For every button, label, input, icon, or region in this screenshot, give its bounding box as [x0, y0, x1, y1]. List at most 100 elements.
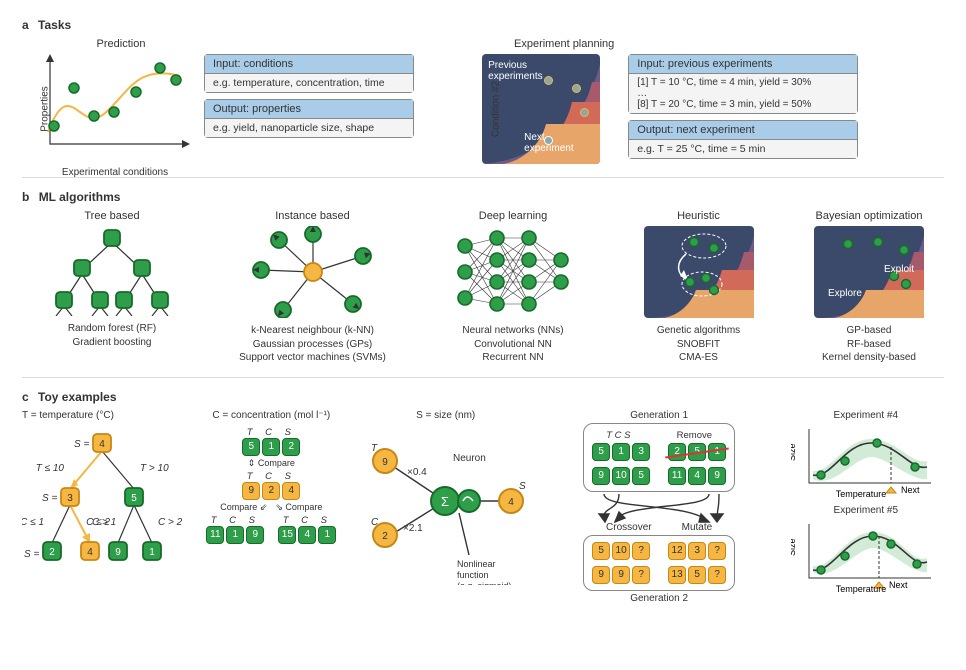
- svg-text:S =: S =: [42, 493, 57, 504]
- algo-tree: Tree based Random forest (RF)Gradient bo…: [22, 210, 202, 349]
- planning-next-label: Next experiment: [524, 132, 594, 154]
- svg-text:C ≤ 2: C ≤ 2: [86, 517, 110, 528]
- svg-text:T > 10: T > 10: [140, 463, 169, 474]
- toy-tree: T = temperature (°C) 4 3 5 2 4 9: [22, 410, 182, 579]
- algo-title: Deep learning: [479, 210, 548, 222]
- svg-text:Temperature: Temperature: [836, 489, 887, 499]
- bayes-plot-2: Size Temperature Next: [791, 516, 941, 596]
- section-a-row: Prediction Properties Experimental condi…: [22, 38, 944, 165]
- algo-title: Tree based: [84, 210, 139, 222]
- planning-input-box: Input: previous experiments [1] T = 10 °…: [628, 54, 858, 114]
- algo-caption: GP-basedRF-basedKernel density-based: [822, 324, 916, 365]
- svg-text:2: 2: [49, 547, 55, 558]
- prediction-ylabel: Properties: [39, 86, 50, 132]
- prediction-output-box: Output: properties e.g. yield, nanoparti…: [204, 99, 414, 138]
- legend-C: C = concentration (mol l⁻¹): [212, 410, 330, 421]
- gen1-label: Generation 1: [630, 410, 688, 421]
- toy-bayes: Experiment #4 Size Temperature Next Expe…: [788, 410, 944, 596]
- svg-text:Neuron: Neuron: [453, 453, 486, 464]
- gen2-label: Generation 2: [630, 593, 688, 604]
- svg-text:T: T: [371, 443, 378, 454]
- svg-text:2: 2: [382, 531, 388, 542]
- prediction-input-head: Input: conditions: [204, 54, 414, 74]
- svg-text:C: C: [371, 517, 379, 528]
- algo-heuristic: Heuristic Genetic algorithmsSNOBFITCMA-E…: [624, 210, 774, 365]
- svg-text:Next: Next: [889, 580, 908, 590]
- section-c-tag: c: [22, 390, 29, 404]
- bayes-plot-1: Size Temperature Next: [791, 421, 941, 501]
- svg-text:3: 3: [67, 493, 73, 504]
- toy-neuron-svg: Σ 9 2 4 T C S ×0.4 ×2.1 Neuron Nonlinear…: [361, 425, 531, 585]
- svg-text:Nonlinear function: Nonlinear function (e.g. sigmoid): [457, 559, 512, 585]
- algo-title: Heuristic: [677, 210, 720, 222]
- svg-text:×0.4: ×0.4: [407, 467, 427, 478]
- gen-arrows: [559, 492, 759, 526]
- algo-deep: Deep learning Neural networks (NNs)Convo…: [423, 210, 603, 365]
- svg-text:Size: Size: [791, 538, 797, 556]
- svg-text:Explore: Explore: [828, 288, 862, 299]
- crossover-label: Crossover: [606, 522, 652, 533]
- planning-title: Experiment planning: [514, 38, 614, 50]
- prediction-svg: [40, 54, 190, 154]
- svg-text:4: 4: [508, 497, 514, 508]
- svg-text:Σ: Σ: [441, 494, 449, 509]
- planning-output-box: Output: next experiment e.g. T = 25 °C, …: [628, 120, 858, 159]
- svg-text:×2.1: ×2.1: [403, 523, 423, 534]
- prediction-title: Prediction: [97, 38, 146, 50]
- svg-text:Size: Size: [791, 443, 797, 461]
- svg-text:S =: S =: [24, 549, 39, 560]
- svg-text:Temperature: Temperature: [836, 584, 887, 594]
- section-a-title: a Tasks: [22, 18, 944, 32]
- svg-text:5: 5: [131, 493, 137, 504]
- algo-caption: Random forest (RF)Gradient boosting: [68, 322, 156, 349]
- prediction-plot: Properties Experimental conditions: [40, 54, 190, 164]
- algo-caption: Genetic algorithmsSNOBFITCMA-ES: [657, 324, 740, 365]
- gen-remove: Remove: [677, 430, 712, 441]
- algo-title: Instance based: [275, 210, 350, 222]
- toy-instance: C = concentration (mol l⁻¹) T C S 512⇕ C…: [198, 410, 345, 544]
- svg-text:4: 4: [87, 547, 93, 558]
- section-b-name: ML algorithms: [39, 190, 121, 204]
- prediction-output-head: Output: properties: [204, 99, 414, 119]
- svg-text:S =: S =: [74, 439, 89, 450]
- prediction-input-box: Input: conditions e.g. temperature, conc…: [204, 54, 414, 93]
- svg-text:T ≤ 10: T ≤ 10: [36, 463, 65, 474]
- planning-output-head: Output: next experiment: [628, 120, 858, 140]
- mutate-label: Mutate: [682, 522, 713, 533]
- exp5-label: Experiment #5: [834, 505, 898, 516]
- svg-text:Next: Next: [901, 485, 920, 495]
- svg-text:9: 9: [382, 457, 388, 468]
- algo-title: Bayesian optimization: [815, 210, 922, 222]
- planning-input-body: [1] T = 10 °C, time = 4 min, yield = 30%…: [628, 74, 858, 114]
- section-c-name: Toy examples: [38, 390, 116, 404]
- prediction-input-body: e.g. temperature, concentration, time: [204, 74, 414, 93]
- planning-input-head: Input: previous experiments: [628, 54, 858, 74]
- svg-text:1: 1: [149, 547, 155, 558]
- prediction-xlabel: Experimental conditions: [62, 167, 168, 178]
- section-b-row: Tree based Random forest (RF)Gradient bo…: [22, 210, 944, 365]
- gen-header-1: T C S: [606, 430, 630, 441]
- toy-genetic: Generation 1 T C S Remove 51325191051149…: [547, 410, 772, 604]
- exp4-label: Experiment #4: [834, 410, 898, 421]
- svg-text:Exploit: Exploit: [884, 264, 914, 275]
- section-b-title: b ML algorithms: [22, 190, 944, 204]
- section-a-tag: a: [22, 18, 29, 32]
- toy-neuron: S = size (nm) Σ 9 2 4 T C S ×0.4: [361, 410, 531, 585]
- toy-tree-svg: 4 3 5 2 4 9 1 T ≤ 10 T > 10 C ≤ 1 C > 1 …: [22, 429, 182, 579]
- svg-text:4: 4: [99, 439, 105, 450]
- algo-caption: k-Nearest neighbour (k-NN)Gaussian proce…: [239, 324, 386, 365]
- section-c-row: T = temperature (°C) 4 3 5 2 4 9: [22, 410, 944, 604]
- legend-T: T = temperature (°C): [22, 410, 114, 421]
- planning-ylabel: Condition #2: [491, 81, 502, 137]
- svg-text:9: 9: [115, 547, 121, 558]
- section-c-title: c Toy examples: [22, 390, 944, 404]
- algo-bayes: Bayesian optimization Explore Exploit GP…: [794, 210, 944, 365]
- algo-caption: Neural networks (NNs)Convolutional NNRec…: [462, 324, 563, 365]
- svg-text:C > 2: C > 2: [158, 517, 182, 528]
- planning-square: Condition #2 Condition #1 Previous exper…: [482, 54, 600, 164]
- svg-text:S: S: [519, 481, 526, 492]
- algo-instance: Instance based k-Nearest neighbour (k-NN…: [223, 210, 403, 365]
- legend-S: S = size (nm): [416, 410, 475, 421]
- planning-output-body: e.g. T = 25 °C, time = 5 min: [628, 140, 858, 159]
- section-b-tag: b: [22, 190, 29, 204]
